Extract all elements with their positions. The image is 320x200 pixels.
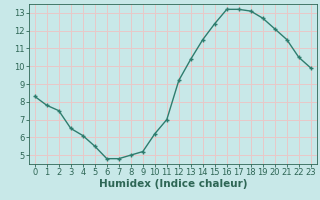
X-axis label: Humidex (Indice chaleur): Humidex (Indice chaleur) [99,179,247,189]
